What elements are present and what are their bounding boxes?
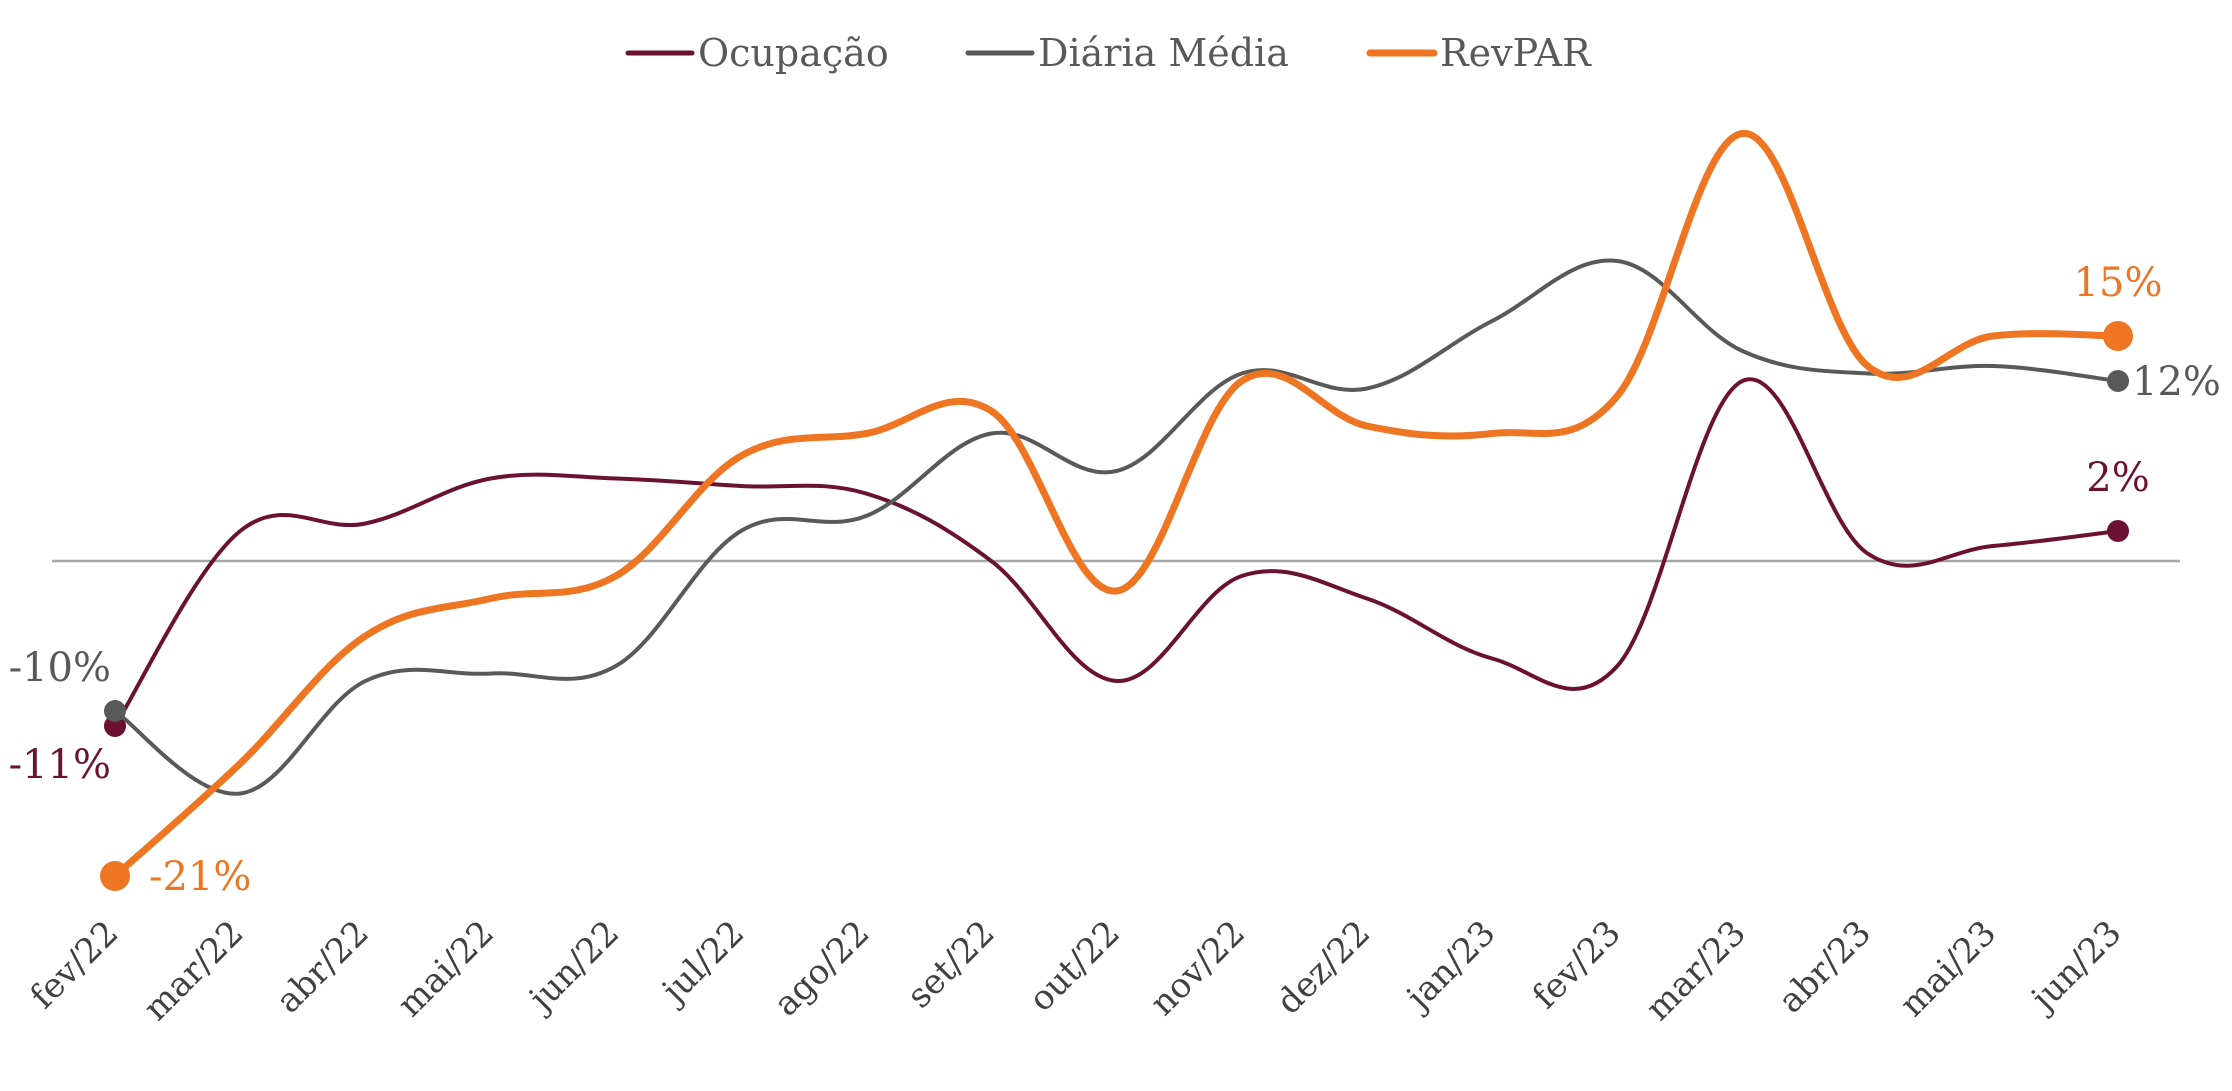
legend: Ocupação Diária Média RevPAR xyxy=(625,31,1592,75)
legend-label-ocupacao: Ocupação xyxy=(698,31,889,75)
x-tick-label: abr/23 xyxy=(1771,913,1879,1021)
x-tick-label: jun/23 xyxy=(2021,913,2129,1021)
legend-label-revpar: RevPAR xyxy=(1440,31,1592,75)
point-marker-ocupacao-16 xyxy=(2107,520,2129,542)
x-tick-label: abr/22 xyxy=(269,913,377,1021)
x-axis-ticks: fev/22 mar/22 abr/22 mai/22 jun/22 jul/22 ago/… xyxy=(23,913,2130,1029)
x-tick-label: mai/23 xyxy=(1892,913,2004,1025)
x-tick-label: nov/22 xyxy=(1143,913,1254,1024)
point-marker-revpar-0 xyxy=(100,861,130,891)
x-tick-label: out/22 xyxy=(1021,913,1128,1020)
x-tick-label: jun/22 xyxy=(519,913,627,1021)
series-layer xyxy=(100,130,2133,891)
data-label-diaria-media-0: -10% xyxy=(9,645,111,691)
data-label-revpar-16: 15% xyxy=(2074,260,2163,306)
series-line-diaria-media xyxy=(113,258,2120,796)
data-label-ocupacao-0: -11% xyxy=(9,742,111,788)
x-tick-label: dez/22 xyxy=(1269,913,1378,1022)
x-tick-label: mar/22 xyxy=(136,913,252,1029)
x-tick-label: fev/23 xyxy=(1525,913,1629,1017)
point-marker-diaria-media-16 xyxy=(2107,370,2129,392)
point-marker-revpar-16 xyxy=(2103,321,2133,351)
point-marker-diaria-media-0 xyxy=(104,700,126,722)
series-line-ocupacao xyxy=(113,377,2120,728)
series-line-revpar xyxy=(111,130,2122,880)
x-tick-label: set/22 xyxy=(899,913,1002,1016)
data-label-ocupacao-16: 2% xyxy=(2086,455,2149,501)
x-tick-label: jul/22 xyxy=(652,913,752,1013)
data-label-revpar-0: -21% xyxy=(149,854,251,900)
x-tick-label: fev/22 xyxy=(23,913,127,1017)
legend-label-diaria-media: Diária Média xyxy=(1038,31,1289,75)
x-tick-label: ago/22 xyxy=(766,913,877,1024)
x-tick-label: mar/23 xyxy=(1638,913,1754,1029)
x-tick-label: jan/23 xyxy=(1396,913,1503,1020)
x-tick-label: mai/22 xyxy=(390,913,502,1025)
data-label-diaria-media-16: 12% xyxy=(2132,359,2221,405)
data-labels: -11% 2% -10% 12% -21% 15% xyxy=(9,260,2221,900)
